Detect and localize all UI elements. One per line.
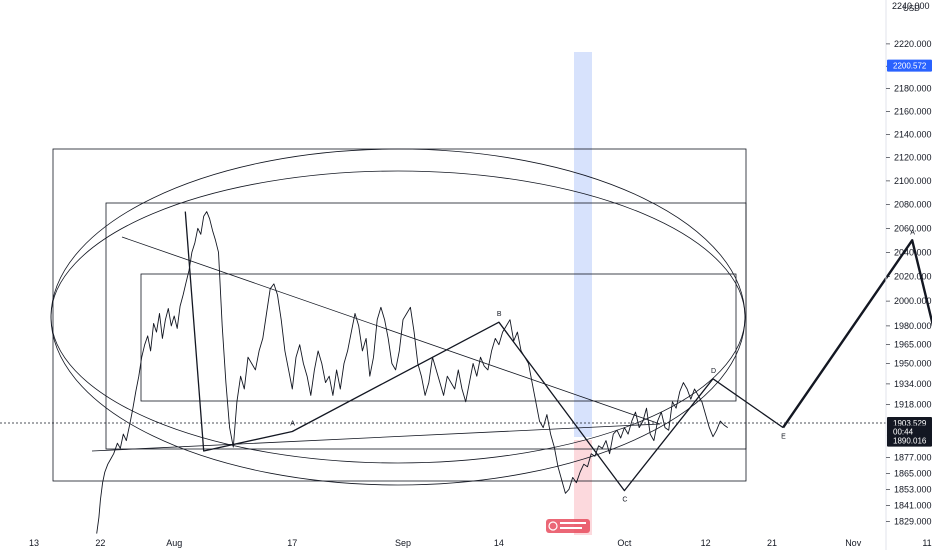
- price-tick-label: 2080.000: [894, 200, 932, 210]
- time-tick-label: 14: [494, 538, 504, 548]
- series-price[interactable]: [96, 211, 728, 534]
- currency-unit: USD: [903, 4, 920, 13]
- price-tick-label: 1965.000: [894, 340, 932, 350]
- svg-text:1890.016: 1890.016: [893, 437, 927, 446]
- price-tick-label: 2020.000: [894, 272, 932, 282]
- svg-text:2200.572: 2200.572: [893, 62, 927, 71]
- time-tick-label: 12: [701, 538, 711, 548]
- wave-label-a: A: [290, 421, 295, 428]
- projection-label-a: A: [910, 229, 915, 236]
- price-tick-label: 2180.000: [894, 84, 932, 94]
- time-tick-label: 11: [922, 538, 931, 548]
- time-axis[interactable]: 13 22 Aug 17 Sep 14 Oct 12 21 Nov 11: [29, 538, 932, 548]
- time-tick-label: Aug: [166, 538, 182, 548]
- wave-label-b: B: [497, 311, 502, 318]
- svg-text:00:44: 00:44: [893, 428, 914, 437]
- price-tag: 00:44: [887, 425, 932, 438]
- svg-text:1903.529: 1903.529: [893, 419, 927, 428]
- price-tick-label: 1877.000: [894, 453, 932, 463]
- price-tick-label-top: 2240.000: [892, 1, 930, 11]
- series-wave[interactable]: [184, 211, 784, 492]
- price-tick-label: 2040.000: [894, 247, 932, 257]
- price-tick-label: 2220.000: [894, 39, 932, 49]
- price-tag: 2200.572: [887, 59, 932, 72]
- price-tick-label: 1950.000: [894, 359, 932, 369]
- inner-ellipse[interactable]: [50, 170, 746, 464]
- price-tick-label: 1918.000: [894, 399, 932, 409]
- time-tick-label: Oct: [617, 538, 632, 548]
- price-tick-label: 2000.000: [894, 296, 932, 306]
- price-tick-label: 1980.000: [894, 321, 932, 331]
- middle-box[interactable]: [105, 202, 747, 450]
- wave-label-c: C: [622, 497, 627, 504]
- time-tick-label: 21: [767, 538, 777, 548]
- highlight-strip-blue: [574, 52, 592, 437]
- price-tick-label: 2160.000: [894, 106, 932, 116]
- time-tick-label: 17: [287, 538, 297, 548]
- price-tick-label: 2120.000: [894, 153, 932, 163]
- price-tag: 1890.016: [887, 434, 932, 447]
- inner-box[interactable]: [140, 273, 737, 402]
- price-tick-label: 2100.000: [894, 176, 932, 186]
- time-tick-label: Nov: [845, 538, 862, 548]
- lower-trendline[interactable]: [91, 423, 661, 452]
- wave-label-d: D: [711, 368, 716, 375]
- price-tick-label: 1841.000: [894, 500, 932, 510]
- price-tick-label: 2140.000: [894, 129, 932, 139]
- price-tick-label: 1934.000: [894, 379, 932, 389]
- time-tick-label: 13: [29, 538, 39, 548]
- price-tick-label: 1853.000: [894, 484, 932, 494]
- price-tick-label: 2060.000: [894, 223, 932, 233]
- time-tick-label: 22: [95, 538, 105, 548]
- price-tick-label: 1865.000: [894, 468, 932, 478]
- tradingview-logo: [546, 519, 590, 533]
- highlight-strip-red: [574, 440, 592, 535]
- price-tick-label: 1829.000: [894, 517, 932, 527]
- time-tick-label: Sep: [395, 538, 411, 548]
- wave-label-e: E: [781, 434, 786, 441]
- series-projection[interactable]: [782, 65, 932, 429]
- upper-trendline[interactable]: [121, 236, 661, 425]
